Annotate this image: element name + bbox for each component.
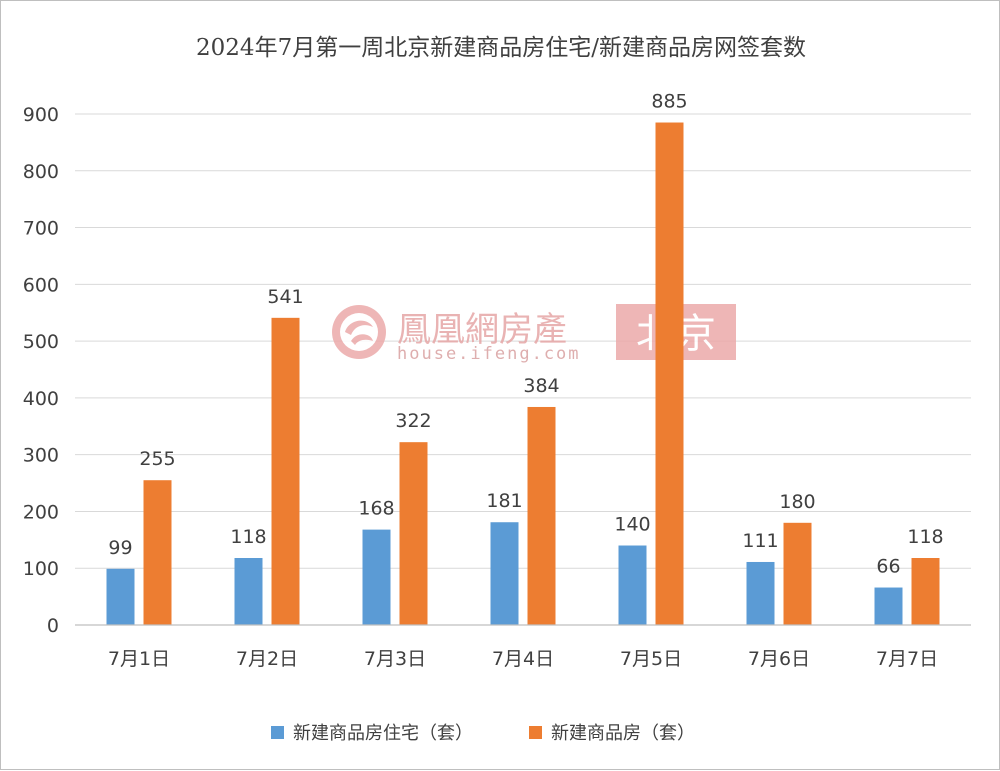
bar-total: [783, 522, 812, 625]
x-tick-label: 7月2日: [236, 648, 298, 670]
x-tick-label: 7月6日: [748, 648, 810, 670]
bar-total: [271, 317, 300, 625]
watermark: 鳳凰網房產 house.ifeng.com 北京: [332, 304, 736, 364]
data-label: 180: [779, 491, 815, 513]
data-label: 384: [523, 375, 559, 397]
x-tick-label: 7月7日: [876, 648, 938, 670]
y-axis-ticks: 0 100 200 300 400 500 600 700 800 900: [23, 104, 59, 637]
y-tick-label: 0: [47, 615, 59, 637]
bar-total: [911, 558, 940, 625]
data-label: 118: [907, 526, 943, 548]
bar-residential: [234, 558, 263, 625]
bar-residential: [746, 561, 775, 625]
bar-residential: [490, 522, 519, 625]
data-label: 118: [230, 526, 266, 548]
legend-swatch: [529, 726, 542, 739]
bar-total: [143, 480, 172, 625]
watermark-url: house.ifeng.com: [397, 344, 581, 364]
bar-total: [399, 442, 428, 625]
x-tick-label: 7月4日: [492, 648, 554, 670]
x-axis-ticks: 7月1日 7月2日 7月3日 7月4日 7月5日 7月6日 7月7日: [108, 648, 938, 670]
y-tick-label: 100: [23, 558, 59, 580]
legend: 新建商品房住宅（套） 新建商品房（套）: [271, 723, 695, 744]
data-label: 111: [742, 530, 778, 552]
bar-total: [655, 122, 684, 626]
x-tick-label: 7月5日: [620, 648, 682, 670]
bar-total: [527, 406, 556, 625]
data-label: 322: [395, 410, 431, 432]
gridlines: [75, 113, 971, 569]
data-label: 99: [108, 537, 132, 559]
y-tick-label: 300: [23, 445, 59, 467]
y-tick-label: 900: [23, 104, 59, 126]
legend-label: 新建商品房（套）: [551, 723, 695, 744]
y-tick-label: 600: [23, 274, 59, 296]
phoenix-logo-icon: [332, 305, 386, 359]
y-tick-label: 400: [23, 388, 59, 410]
data-label: 541: [267, 286, 303, 308]
bar-residential: [362, 529, 391, 625]
bars: [106, 122, 940, 626]
legend-label: 新建商品房住宅（套）: [293, 723, 473, 744]
data-label: 885: [651, 91, 687, 113]
y-tick-label: 700: [23, 218, 59, 240]
data-label: 255: [139, 448, 175, 470]
y-tick-label: 800: [23, 161, 59, 183]
y-tick-label: 200: [23, 501, 59, 523]
chart-title: 2024年7月第一周北京新建商品房住宅/新建商品房网签套数: [196, 35, 806, 61]
x-tick-label: 7月1日: [108, 648, 170, 670]
data-label: 181: [486, 490, 522, 512]
x-tick-label: 7月3日: [364, 648, 426, 670]
bar-residential: [106, 568, 135, 625]
watermark-brand: 鳳凰網房產: [397, 310, 567, 350]
bar-residential: [618, 545, 647, 625]
y-tick-label: 500: [23, 331, 59, 353]
data-label: 168: [358, 498, 394, 520]
data-label: 66: [876, 556, 900, 578]
bar-residential: [874, 587, 903, 625]
data-label: 140: [614, 514, 650, 536]
legend-swatch: [271, 726, 284, 739]
